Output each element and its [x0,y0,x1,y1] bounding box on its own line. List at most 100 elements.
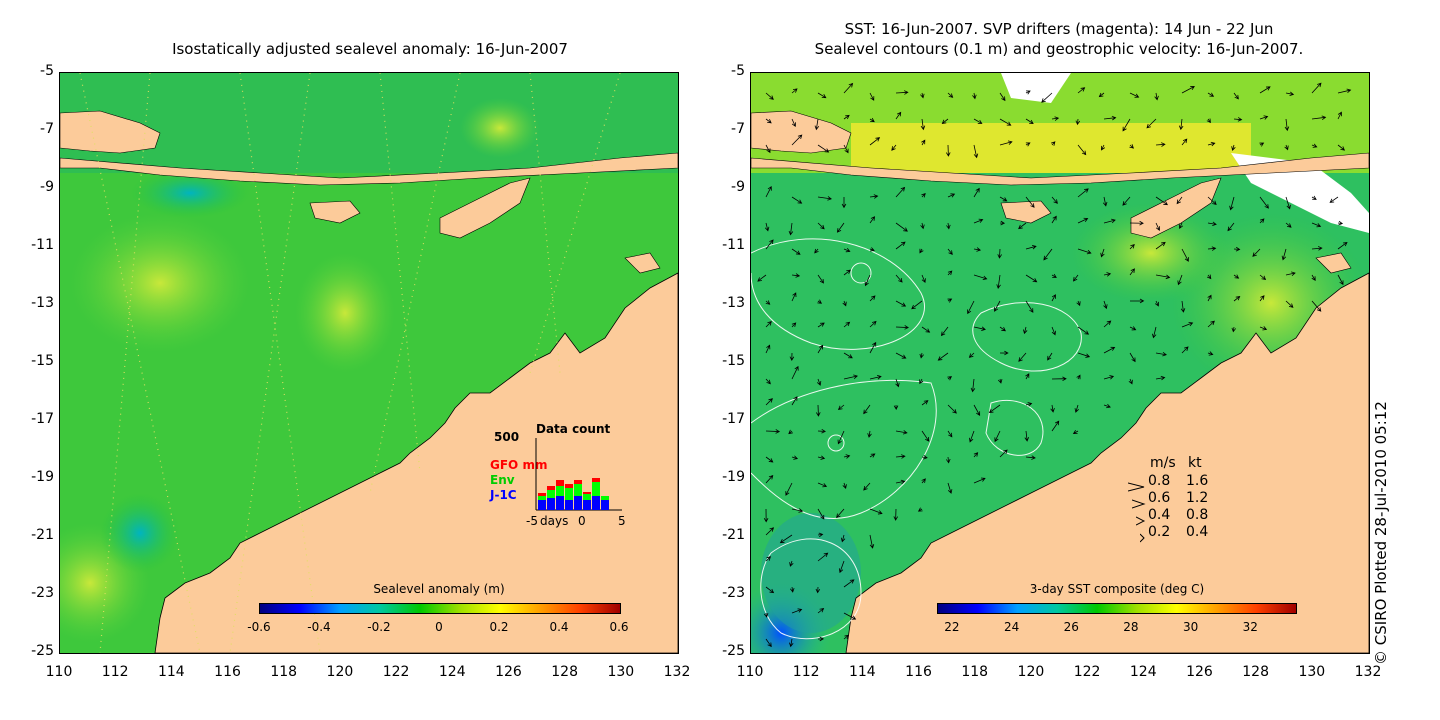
velocity-vector [1154,300,1159,307]
x-tick-label: 126 [1186,664,1213,680]
velocity-vector [817,455,826,460]
velocity-vector [843,248,851,253]
velocity-vector [1018,222,1027,230]
velocity-vector [1155,351,1167,357]
velocity-vector [973,477,986,484]
velocity-vector [1103,403,1111,409]
velocity-vector [1047,352,1053,361]
velocity-kt-value: 0.8 [1186,507,1209,523]
velocity-vector [996,274,1001,289]
velocity-vector [1146,118,1157,129]
velocity-legend-kt-header: kt [1188,455,1202,471]
velocity-arrow-icon [1127,477,1146,496]
velocity-vector [843,454,851,459]
velocity-vector [920,92,925,99]
y-tick-label: -11 [31,237,54,253]
velocity-vector [1077,217,1089,224]
velocity-vector [765,429,781,434]
velocity-vector [1155,196,1168,206]
data-count-inset: 500 Data count GFO mm Env J-1C -5 days 0… [490,418,630,528]
velocity-vector [765,586,775,594]
x-tick-label: 116 [214,664,241,680]
velocity-vector [791,322,797,328]
right-map[interactable] [750,72,1370,654]
velocity-vector [919,248,924,254]
x-tick-label: 110 [736,664,764,680]
velocity-vector [1233,274,1240,279]
velocity-vector [1207,92,1215,97]
velocity-vector [1075,118,1081,126]
velocity-vector [1285,91,1295,97]
x-tick-label: 114 [848,664,876,680]
velocity-vector [869,247,875,252]
velocity-vector [895,352,907,359]
velocity-vector [1098,92,1105,98]
velocity-vector [1207,351,1214,356]
velocity-vector [1103,320,1112,328]
velocity-vector [1233,246,1241,252]
velocity-vector [1259,326,1268,331]
velocity-vector [921,326,931,333]
velocity-vector [947,193,956,198]
velocity-vector [973,452,979,458]
velocity-vector [1155,241,1166,250]
velocity-vector [765,474,774,484]
velocity-vector [867,430,872,438]
velocity-vector [791,608,803,614]
velocity-vector [895,274,903,283]
velocity-vector [1259,142,1265,147]
y-tick-label: -17 [31,411,54,427]
velocity-vector [1025,300,1034,313]
velocity-vector [1285,222,1292,228]
velocity-vector [967,300,975,315]
x-tick-label: 116 [905,664,932,680]
velocity-vector [869,137,881,146]
x-tick-label: 122 [382,664,410,680]
velocity-arrow-icon [1131,494,1146,513]
velocity-vector [1206,274,1212,280]
velocity-ms-value: 0.4 [1148,507,1171,523]
velocity-vector [1285,196,1291,210]
velocity-vector [789,560,794,567]
velocity-vector [1207,141,1216,147]
velocity-vector [817,552,829,562]
y-tick-label: -5 [731,63,745,79]
velocity-vector [1024,430,1030,442]
x-tick-label: 112 [101,664,129,680]
velocity-vector [869,375,882,380]
velocity-vector [994,430,1001,443]
velocity-vector [1337,144,1346,151]
velocity-vector [765,118,772,124]
velocity-vector [1259,86,1271,94]
velocity-vector [969,430,975,443]
velocity-legend: m/s kt 0.8 1.6 0.6 1.2 0.4 0.8 0.2 0.4 [1120,455,1240,545]
velocity-vector [1103,115,1117,121]
velocity-vector [1041,92,1053,103]
velocity-vector [1102,196,1108,207]
velocity-vector [973,144,979,159]
velocity-vector [968,352,975,358]
velocity-vector [791,88,798,94]
colorbar-tick-label: 32 [1242,620,1258,634]
velocity-vector [765,398,773,406]
data-count-max: 500 [494,430,520,444]
velocity-vector [1129,268,1135,276]
left-map[interactable] [59,72,679,654]
velocity-vector [869,453,876,458]
velocity-vector [895,430,908,435]
velocity-vector [1259,196,1269,209]
velocity-vector [817,299,823,304]
velocity-vector [1151,326,1157,339]
colorbar-tick-label: -0.4 [307,620,331,634]
velocity-vector [765,185,772,198]
x-tick-label: 120 [326,664,354,680]
velocity-vector [817,428,826,434]
velocity-vector [791,273,801,278]
velocity-vector [947,482,953,494]
velocity-vector [791,292,797,302]
velocity-vector [869,508,883,515]
velocity-vector [895,378,900,388]
velocity-vector [1051,294,1056,302]
velocity-vector [817,144,830,153]
velocity-vector [1129,243,1135,250]
